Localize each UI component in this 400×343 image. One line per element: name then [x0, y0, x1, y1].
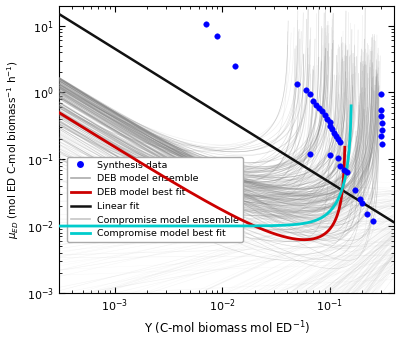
DEB model best fit — [282, 235, 286, 239]
Point — [316, 106, 322, 111]
Point — [369, 218, 376, 224]
Compromise model best fit — [349, 104, 354, 108]
Point — [340, 167, 347, 172]
Compromise model best fit — [340, 186, 345, 190]
Point — [351, 187, 358, 192]
Point — [306, 151, 313, 157]
Point — [378, 120, 385, 126]
Compromise model best fit — [191, 224, 196, 228]
Point — [344, 169, 350, 175]
Point — [359, 200, 365, 206]
Compromise model best fit — [56, 224, 61, 228]
Linear fit — [189, 94, 194, 98]
DEB model best fit — [56, 110, 61, 115]
Point — [337, 163, 343, 168]
Point — [326, 152, 333, 158]
Linear fit — [298, 162, 303, 166]
Point — [335, 155, 342, 161]
Point — [378, 91, 384, 97]
Point — [306, 91, 313, 97]
Point — [378, 134, 384, 139]
Point — [310, 98, 316, 104]
Linear fit — [267, 143, 272, 147]
Legend: Synthesis data, DEB model ensemble, DEB model best fit, Linear fit, Compromise m: Synthesis data, DEB model ensemble, DEB … — [67, 157, 243, 242]
Point — [319, 109, 325, 114]
Point — [326, 123, 333, 128]
Y-axis label: $\mu_{ED}$ (mol ED C-mol biomass$^{-1}$ h$^{-1}$): $\mu_{ED}$ (mol ED C-mol biomass$^{-1}$ … — [6, 60, 21, 239]
DEB model best fit — [334, 215, 339, 219]
DEB model best fit — [302, 238, 307, 242]
Point — [378, 141, 385, 146]
Point — [313, 102, 320, 108]
Point — [335, 137, 342, 142]
Compromise model best fit — [71, 224, 76, 228]
Point — [333, 134, 340, 139]
Line: Compromise model best fit: Compromise model best fit — [59, 106, 351, 226]
DEB model best fit — [196, 194, 200, 199]
Point — [214, 33, 221, 39]
Linear fit — [300, 163, 304, 167]
Line: Linear fit: Linear fit — [59, 14, 393, 222]
Point — [303, 87, 309, 92]
Compromise model best fit — [286, 223, 291, 227]
Line: DEB model best fit: DEB model best fit — [59, 113, 345, 240]
Point — [378, 128, 385, 133]
DEB model best fit — [71, 119, 76, 123]
Linear fit — [391, 220, 396, 224]
Compromise model best fit — [340, 185, 345, 189]
DEB model best fit — [334, 215, 339, 219]
Point — [329, 127, 335, 132]
Point — [356, 197, 363, 202]
Point — [337, 140, 343, 145]
Linear fit — [97, 37, 102, 41]
Point — [378, 113, 384, 118]
Point — [378, 107, 384, 113]
Point — [232, 63, 238, 69]
Point — [202, 22, 209, 27]
Point — [326, 119, 333, 125]
DEB model best fit — [188, 190, 193, 194]
Compromise model best fit — [198, 224, 203, 228]
Linear fit — [56, 12, 61, 16]
Point — [363, 212, 370, 217]
Point — [294, 81, 301, 86]
Point — [331, 130, 338, 135]
DEB model best fit — [342, 145, 347, 149]
Linear fit — [165, 80, 170, 84]
X-axis label: Y (C-mol biomass mol ED$^{-1}$): Y (C-mol biomass mol ED$^{-1}$) — [144, 320, 310, 338]
Point — [324, 116, 330, 122]
Point — [322, 112, 328, 118]
